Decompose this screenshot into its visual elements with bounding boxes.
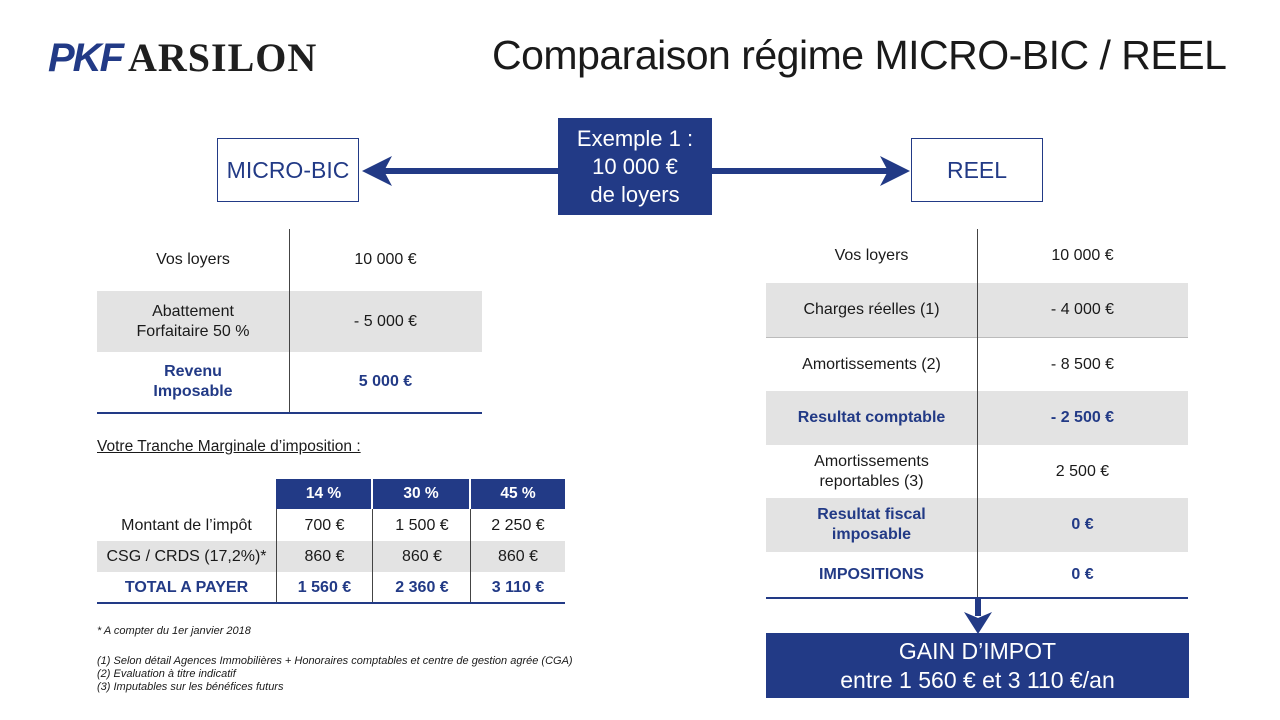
logo-pkf: PKF — [48, 36, 124, 80]
example-line3: de loyers — [590, 181, 680, 207]
micro-row-label: Abattement Forfaitaire 50 % — [136, 302, 250, 340]
reel-row-value: - 4 000 € — [1050, 301, 1115, 318]
footnote-2: (2) Evaluation à titre indicatif — [97, 668, 236, 680]
pkf-arsilon-logo: PKF ARSILON — [48, 34, 317, 81]
page-title: Comparaison régime MICRO-BIC / REEL — [492, 32, 1227, 78]
reel-row-value: - 2 500 € — [1050, 409, 1115, 426]
tranche-row-total: TOTAL A PAYER 1 560 € 2 360 € 3 110 € — [97, 572, 565, 603]
reel-row-label: Amortissements reportables (3) — [814, 452, 929, 490]
tranche-divider — [276, 509, 277, 603]
reel-row-impositions: IMPOSITIONS 0 € — [766, 552, 1188, 598]
tranche-cell: 860 € — [304, 547, 345, 565]
tranche-cell: 860 € — [497, 547, 539, 565]
reel-bottom-rule — [766, 597, 1188, 599]
tmi-label: Votre Tranche Marginale d’imposition : — [97, 438, 361, 455]
example-line1: Exemple 1 : — [576, 125, 694, 151]
reel-label: REEL — [946, 156, 1008, 183]
arrow-down-head — [964, 612, 992, 634]
tranche-row-impot: Montant de l’impôt 700 € 1 500 € 2 250 € — [97, 510, 565, 541]
logo-arsilon: ARSILON — [128, 35, 318, 80]
micro-divider — [289, 229, 290, 413]
reel-row-value: 2 500 € — [1055, 462, 1110, 480]
reel-row-value: 0 € — [1071, 566, 1094, 583]
example-box: Exemple 1 : 10 000 € de loyers — [558, 118, 712, 215]
reel-row-label: IMPOSITIONS — [819, 566, 924, 583]
reel-row-value: 10 000 € — [1051, 247, 1114, 264]
micro-bic-label: MICRO-BIC — [226, 156, 350, 183]
micro-row-label: Revenu Imposable — [153, 363, 233, 400]
tranche-row-label: Montant de l’impôt — [121, 516, 252, 534]
gain-amount: entre 1 560 € et 3 110 €/an — [840, 666, 1115, 693]
reel-row-label: Vos loyers — [834, 247, 909, 264]
tranche-cell: 1 560 € — [297, 578, 352, 596]
arrow-right-head — [880, 156, 910, 186]
reel-row-label: Resultat fiscal imposable — [817, 506, 926, 543]
micro-row-loyers: Vos loyers 10 000 € — [97, 229, 482, 291]
tranche-bottom-rule — [97, 602, 565, 604]
tranche-header-45: 45 % — [471, 479, 565, 509]
tranche-cell: 860 € — [401, 547, 443, 565]
example-line2: 10 000 € — [592, 153, 678, 179]
reel-row-label: Charges réelles (1) — [803, 301, 940, 318]
tranche-cell: 700 € — [304, 516, 345, 534]
reel-row-value: 0 € — [1071, 516, 1094, 533]
micro-bottom-rule — [97, 412, 482, 414]
tranche-cell: 3 110 € — [491, 578, 545, 596]
reel-row-loyers: Vos loyers 10 000 € — [766, 229, 1188, 283]
reel-row-amort-reportables: Amortissements reportables (3) 2 500 € — [766, 445, 1188, 498]
tranche-divider — [372, 509, 373, 603]
footnote-3: (3) Imputables sur les bénéfices futurs — [97, 681, 284, 693]
micro-row-value: - 5 000 € — [353, 312, 418, 330]
tranche-header-30: 30 % — [373, 479, 469, 509]
tranche-cell: 2 360 € — [395, 578, 449, 596]
tranche-divider — [470, 509, 471, 603]
arrow-left-head — [362, 156, 392, 186]
reel-row-label: Amortissements (2) — [802, 355, 941, 373]
micro-row-value: 10 000 € — [354, 251, 417, 268]
tranche-row-label: CSG / CRDS (17,2%)* — [106, 547, 267, 565]
tranche-row-csg: CSG / CRDS (17,2%)* 860 € 860 € 860 € — [97, 541, 565, 572]
micro-row-revenu: Revenu Imposable 5 000 € — [97, 352, 482, 412]
tranche-cell: 2 250 € — [491, 516, 545, 534]
reel-row-label: Resultat comptable — [797, 409, 946, 426]
footnote-star: * A compter du 1er janvier 2018 — [97, 625, 251, 637]
micro-row-label: Vos loyers — [156, 251, 230, 268]
micro-bic-box: MICRO-BIC — [217, 138, 359, 202]
tranche-row-label: TOTAL A PAYER — [124, 578, 249, 596]
tranche-cell: 1 500 € — [395, 516, 449, 534]
reel-row-value: - 8 500 € — [1050, 355, 1115, 373]
gain-title: GAIN D’IMPOT — [898, 637, 1057, 664]
gain-box: GAIN D’IMPOT entre 1 560 € et 3 110 €/an — [766, 633, 1189, 698]
reel-divider — [977, 229, 978, 598]
footnote-1: (1) Selon détail Agences Immobilières + … — [97, 655, 573, 667]
micro-row-value: 5 000 € — [358, 373, 413, 390]
tranche-header-14: 14 % — [276, 479, 371, 509]
reel-box: REEL — [911, 138, 1043, 202]
